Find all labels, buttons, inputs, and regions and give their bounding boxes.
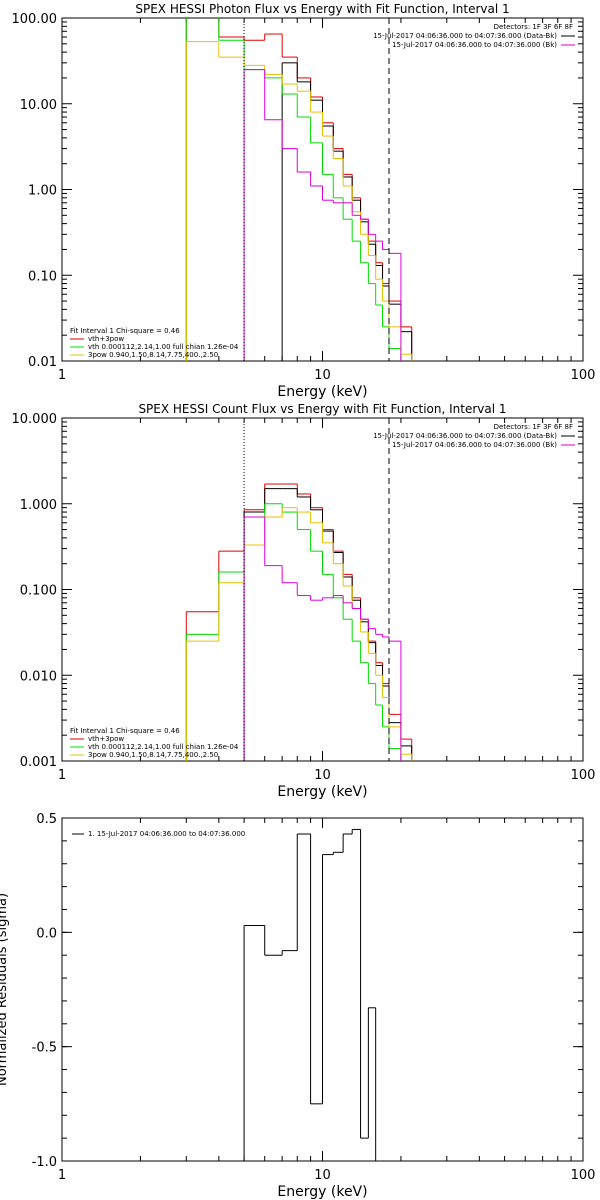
y-tick-label: -0.5	[32, 1041, 57, 1056]
series-2	[243, 488, 413, 761]
y-tick-label: 0.10	[28, 269, 57, 284]
y-tick-label: 100.00	[12, 12, 58, 27]
legend-item: vth+3pow	[88, 735, 124, 743]
y-tick-label: 1.000	[20, 498, 57, 513]
x-tick-label: 1	[58, 768, 66, 783]
y-tick-label: 0.01	[28, 355, 57, 370]
chart-title: SPEX HESSI Count Flux vs Energy with Fit…	[138, 402, 506, 416]
y-tick-label: 0.5	[36, 812, 57, 827]
legend-bottom-left: Fit Interval 1 Chi-square = 0.46vth+3pow…	[70, 327, 239, 359]
legend-item: 3pow 0.940,1.50,8.14,7.75,400.,2.50	[88, 751, 218, 759]
x-axis-label: Energy (keV)	[277, 1184, 367, 1200]
chart-title: SPEX HESSI Photon Flux vs Energy with Fi…	[135, 2, 509, 16]
legend-data-bk: 15-Jul-2017 04:06:36.000 to 04:07:36.000…	[373, 32, 557, 40]
x-tick-label: 100	[571, 1168, 596, 1183]
legend-item: 1. 15-Jul-2017 04:06:36.000 to 04:07:36.…	[88, 830, 245, 838]
x-tick-label: 1	[58, 1168, 66, 1183]
legend-bottom-left: Fit Interval 1 Chi-square = 0.46vth+3pow…	[70, 727, 239, 759]
y-tick-label: -1.0	[32, 1155, 57, 1170]
legend-detectors: Detectors: 1F 3F 6F 8F	[494, 423, 573, 431]
y-tick-label: 10.00	[20, 98, 57, 113]
plot-frame	[61, 417, 584, 762]
x-tick-label: 10	[314, 1168, 331, 1183]
legend-item: vth+3pow	[88, 335, 124, 343]
x-tick-label: 10	[314, 368, 331, 383]
x-tick-label: 10	[314, 768, 331, 783]
chart-panel-2: SPEX HESSI Count Flux vs Energy with Fit…	[12, 402, 596, 800]
data-area	[185, 18, 413, 361]
legend-bk: 15-Jul-2017 04:06:36.000 to 04:07:36.000…	[392, 41, 557, 49]
series-1	[185, 18, 413, 361]
series-4	[185, 41, 413, 361]
y-tick-label: 0.001	[20, 755, 57, 770]
series-2	[281, 62, 413, 361]
x-tick-label: 100	[571, 768, 596, 783]
legend-item: vth 0.000112,2.14,1.00 full chian 1.26e-…	[88, 343, 239, 351]
legend-item: vth 0.000112,2.14,1.00 full chian 1.26e-…	[88, 743, 239, 751]
legend-header: Fit Interval 1 Chi-square = 0.46	[70, 327, 180, 335]
y-tick-label: 0.010	[20, 669, 57, 684]
legend-detectors: Detectors: 1F 3F 6F 8F	[494, 23, 573, 31]
legend-bk: 15-Jul-2017 04:06:36.000 to 04:07:36.000…	[392, 441, 557, 449]
chart-panel-3: 1 10 100 Energy (keV) 0.5 0.0 -0.5 -1.0 Normaliz…	[0, 812, 595, 1200]
legend-data-bk: 15-Jul-2017 04:06:36.000 to 04:07:36.000…	[373, 432, 557, 440]
y-tick-label: 0.100	[20, 584, 57, 599]
legend-header: Fit Interval 1 Chi-square = 0.46	[70, 727, 180, 735]
x-tick-label: 100	[571, 368, 596, 383]
y-tick-label: 0.0	[36, 926, 57, 941]
x-axis-label: Energy (keV)	[277, 784, 367, 800]
y-tick-label: 1.00	[28, 184, 57, 199]
series-3	[185, 18, 402, 361]
chart-panel-1: SPEX HESSI Photon Flux vs Energy with Fi…	[12, 2, 596, 400]
series-1	[243, 828, 389, 1161]
x-tick-label: 1	[58, 368, 66, 383]
legend-item: 3pow 0.940,1.50,8.14,7.75,400.,2.50	[88, 351, 218, 359]
data-area	[243, 828, 389, 1161]
y-tick-label: 10.000	[12, 412, 58, 427]
legend-top-left: 1. 15-Jul-2017 04:06:36.000 to 04:07:36.…	[72, 830, 245, 838]
x-axis-label: Energy (keV)	[277, 384, 367, 400]
y-axis-label: Normalized Residuals (sigma)	[0, 893, 10, 1086]
